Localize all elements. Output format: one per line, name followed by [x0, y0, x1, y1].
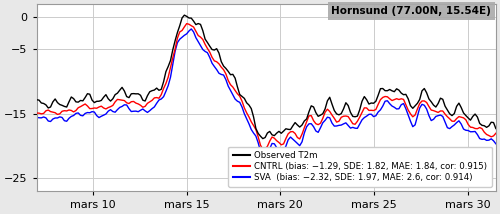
Legend: Observed T2m, CNTRL (bias: −1.29, SDE: 1.82, MAE: 1.84, cor: 0.915), SVA  (bias:: Observed T2m, CNTRL (bias: −1.29, SDE: 1…	[228, 147, 492, 186]
Text: Hornsund (77.00N, 15.54E): Hornsund (77.00N, 15.54E)	[332, 6, 491, 16]
